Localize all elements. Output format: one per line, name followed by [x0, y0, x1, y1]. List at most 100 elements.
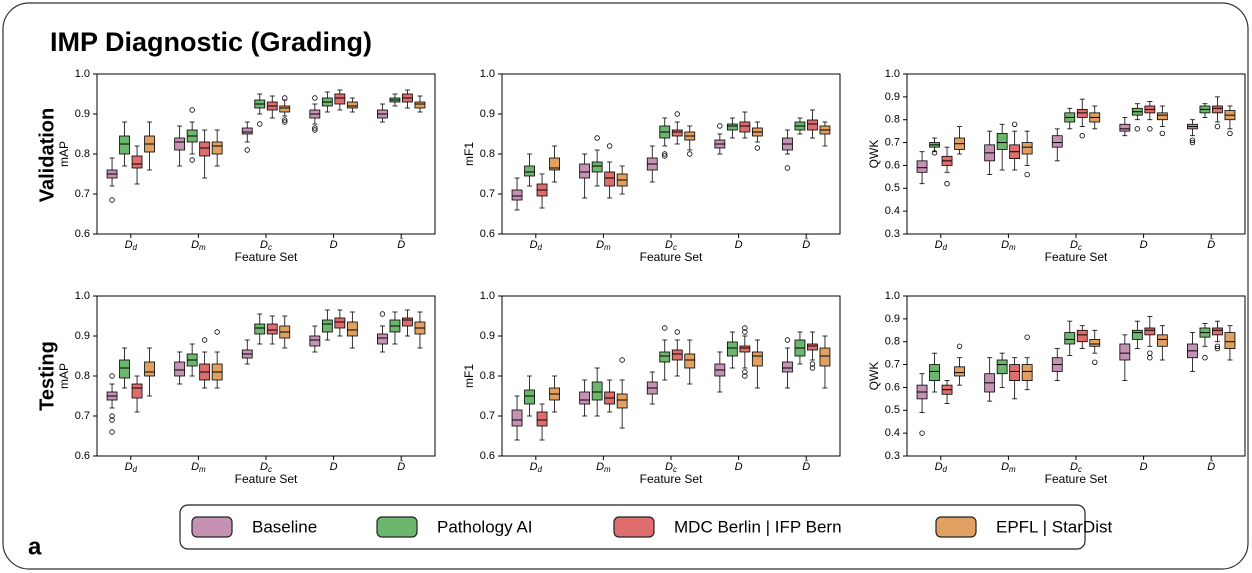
y-tick-label: 0.7	[480, 188, 495, 200]
box	[144, 361, 155, 377]
x-tick-label: Dm	[596, 239, 611, 252]
x-tick-label: D	[735, 461, 743, 473]
x-tick-label: D	[330, 461, 338, 473]
box	[1064, 332, 1076, 345]
outlier	[1202, 355, 1208, 361]
box	[996, 133, 1008, 150]
box	[1131, 329, 1143, 340]
outlier	[1214, 343, 1221, 349]
outlier	[674, 111, 680, 117]
box	[174, 137, 186, 151]
box	[1156, 334, 1168, 347]
outlier	[1011, 121, 1018, 127]
box	[1051, 135, 1063, 148]
box	[1224, 332, 1236, 349]
box	[377, 333, 388, 345]
y-tick-label: 0.6	[885, 381, 900, 393]
y-tick-label: 0.8	[885, 336, 900, 348]
y-tick-label: 0.9	[75, 330, 90, 342]
box	[279, 105, 291, 113]
x-tick-label: Dm	[1001, 461, 1016, 474]
outlier	[662, 153, 668, 159]
legend-swatch	[376, 516, 418, 538]
box	[807, 343, 818, 351]
outlier	[312, 127, 318, 133]
legend-swatch	[191, 516, 233, 538]
box	[511, 189, 523, 201]
x-tick-label: Dd	[530, 461, 543, 474]
box	[671, 349, 683, 361]
box	[321, 319, 333, 333]
x-tick-label: Dc	[665, 461, 677, 474]
outlier	[742, 325, 748, 331]
box	[726, 341, 738, 357]
x-tick-label: Dd	[125, 461, 138, 474]
x-tick-label: Dc	[1070, 239, 1082, 252]
box	[819, 347, 831, 367]
outlier	[919, 430, 925, 436]
x-tick-label: Dc	[1070, 461, 1082, 474]
y-tick-label: 0.8	[75, 148, 90, 160]
y-axis-label: mF1	[462, 364, 476, 388]
y-tick-label: 1.0	[75, 68, 90, 80]
y-tick-label: 0.7	[75, 410, 90, 422]
outlier	[784, 337, 791, 343]
outlier	[257, 121, 263, 127]
y-tick-label: 0.6	[75, 228, 90, 240]
x-axis-label: Feature Set	[235, 472, 298, 486]
outlier	[754, 145, 761, 151]
box	[524, 165, 535, 177]
legend-label: MDC Berlin | IFP Bern	[674, 517, 842, 536]
outlier	[931, 150, 938, 156]
box	[751, 351, 763, 367]
box	[929, 364, 940, 381]
y-tick-label: 0.9	[480, 330, 495, 342]
y-tick-label: 0.8	[480, 148, 495, 160]
outlier	[1024, 334, 1030, 340]
y-tick-label: 0.8	[75, 370, 90, 382]
x-tick-label: D̄	[397, 238, 405, 251]
legend-swatch	[935, 516, 977, 538]
outlier	[282, 117, 288, 123]
box	[199, 141, 211, 157]
box	[119, 359, 130, 379]
y-tick-label: 0.9	[885, 91, 900, 103]
outlier	[1189, 139, 1196, 146]
x-tick-label: Dd	[935, 461, 948, 474]
box	[726, 123, 738, 131]
outlier	[109, 197, 115, 203]
outlier	[1189, 137, 1196, 143]
legend-label: Baseline	[252, 517, 317, 536]
y-axis-label: mAP	[57, 363, 71, 389]
x-tick-label: Dm	[1001, 239, 1016, 252]
x-tick-label: D̄	[802, 460, 810, 473]
box	[579, 391, 591, 405]
y-tick-label: 0.3	[885, 450, 900, 462]
y-axis-label: mF1	[462, 142, 476, 166]
y-axis-label: QWK	[867, 140, 881, 169]
box	[524, 389, 535, 405]
x-tick-label: Dc	[665, 239, 677, 252]
y-tick-label: 0.6	[75, 450, 90, 462]
outlier	[214, 329, 220, 335]
box	[131, 155, 143, 169]
x-tick-label: Dd	[935, 239, 948, 252]
x-axis-label: Feature Set	[1045, 250, 1108, 264]
outlier	[1147, 355, 1153, 361]
x-axis-label: Feature Set	[235, 250, 298, 264]
outlier	[312, 95, 318, 101]
legend-label: Pathology AI	[437, 517, 532, 536]
y-tick-label: 0.9	[75, 108, 90, 120]
box	[1076, 109, 1088, 118]
y-tick-label: 0.6	[480, 228, 495, 240]
x-tick-label: Dc	[260, 461, 272, 474]
outlier	[1092, 359, 1098, 365]
x-tick-label: D̄	[1207, 460, 1215, 473]
box	[604, 171, 616, 187]
y-tick-label: 0.8	[480, 370, 495, 382]
box	[916, 160, 928, 173]
box	[579, 163, 591, 179]
outlier	[189, 157, 195, 163]
outlier	[956, 343, 963, 349]
y-tick-label: 0.7	[75, 188, 90, 200]
